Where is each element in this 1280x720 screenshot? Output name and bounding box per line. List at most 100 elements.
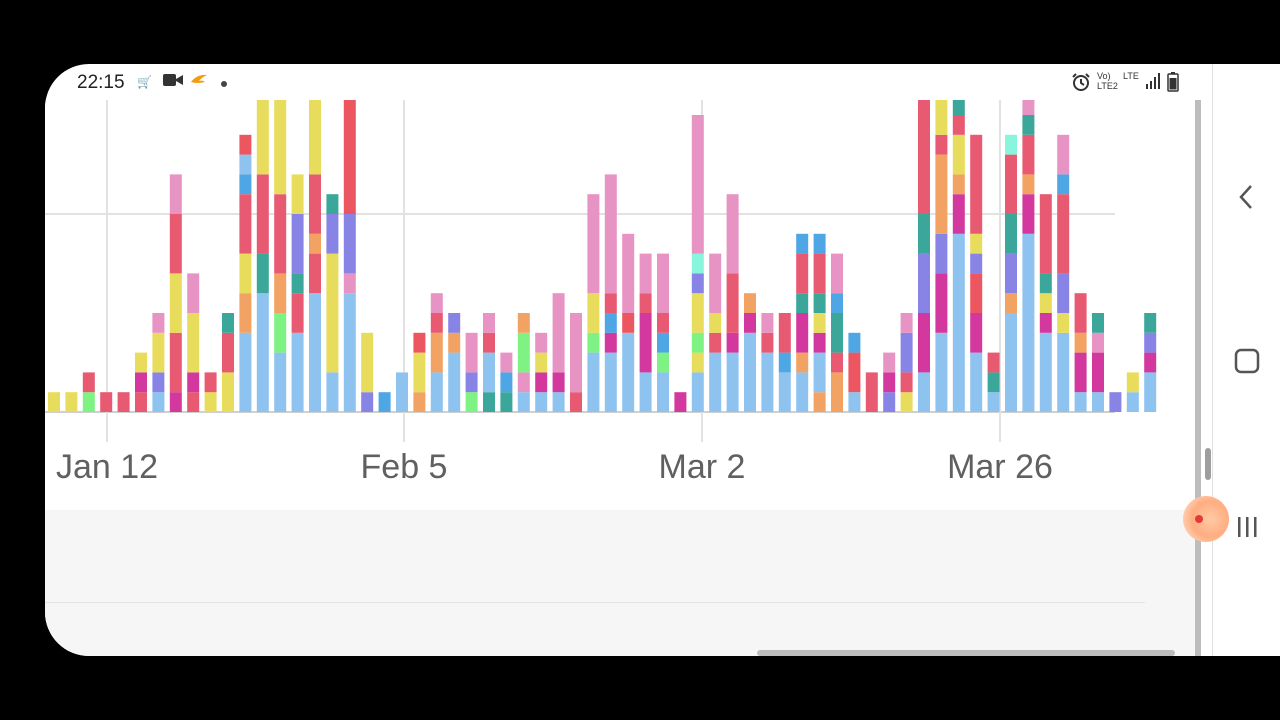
bar-segment — [1092, 352, 1104, 393]
bar-segment — [744, 332, 756, 412]
bar-segment — [361, 332, 374, 393]
bar-segment — [535, 352, 548, 373]
bar-segment — [1039, 194, 1052, 274]
bar-segment — [970, 352, 983, 412]
bar-segment — [778, 372, 791, 412]
bar-35 — [657, 253, 669, 412]
bar-segment — [117, 392, 130, 412]
bar-segment — [987, 352, 1000, 373]
bar-segment — [691, 115, 704, 254]
bar-segment — [448, 332, 461, 353]
bar-segment — [413, 392, 426, 412]
bar-segment — [970, 233, 983, 254]
home-button[interactable] — [1213, 348, 1280, 379]
bar-segment — [169, 273, 182, 333]
bar-52 — [952, 100, 965, 412]
bar-segment — [204, 372, 217, 393]
recents-button[interactable] — [1213, 514, 1280, 545]
bar-segment — [796, 233, 809, 254]
notification-dot-icon — [220, 74, 228, 94]
bar-segment — [604, 332, 617, 353]
bar-segment — [1005, 313, 1017, 412]
bar-segment — [1057, 194, 1070, 274]
bar-36 — [674, 392, 687, 412]
bar-segment — [918, 100, 930, 214]
bar-segment — [430, 332, 443, 373]
bar-segment — [274, 100, 287, 195]
bar-segment — [239, 332, 252, 412]
bar-segment — [1057, 174, 1070, 195]
bar-segment — [135, 352, 147, 373]
bar-44 — [813, 233, 826, 412]
bar-segment — [309, 233, 321, 254]
bar-segment — [570, 392, 582, 412]
bar-segment — [831, 253, 843, 294]
bar-segment — [1057, 313, 1070, 333]
bar-segment — [326, 214, 339, 254]
bar-segment — [239, 174, 252, 195]
bar-segment — [935, 134, 948, 155]
bar-segment — [639, 372, 652, 412]
bar-segment — [274, 352, 287, 412]
bar-29 — [552, 293, 565, 412]
bar-segment — [152, 392, 165, 412]
bar-segment — [239, 253, 252, 294]
bar-61 — [1109, 392, 1122, 412]
bar-19 — [378, 392, 391, 412]
bar-30 — [570, 313, 582, 412]
vertical-scroll-thumb[interactable] — [1205, 448, 1211, 480]
bar-segment — [448, 352, 461, 412]
bar-segment — [239, 134, 252, 155]
bar-segment — [152, 313, 165, 333]
bar-47 — [865, 372, 878, 412]
status-bar: 22:15 🛒 Vo) LTE2 LTE — [45, 64, 1215, 100]
bar-segment — [222, 372, 234, 412]
bar-segment — [796, 293, 809, 313]
bar-segment — [778, 352, 791, 373]
bar-segment — [1005, 253, 1017, 294]
bar-57 — [1039, 194, 1052, 412]
bar-segment — [883, 392, 896, 412]
vertical-scrollbar[interactable] — [1195, 100, 1201, 656]
record-dot-icon — [1195, 515, 1203, 523]
horizontal-scroll-thumb[interactable] — [757, 650, 1175, 656]
bar-segment — [1092, 313, 1104, 333]
bar-60 — [1092, 313, 1104, 412]
divider — [45, 602, 1145, 603]
bar-segment — [1057, 273, 1070, 313]
lte-icon: LTE — [1123, 71, 1139, 81]
bar-segment — [935, 154, 948, 234]
floating-recorder-bubble[interactable] — [1183, 496, 1229, 542]
bar-segment — [291, 273, 304, 294]
bar-53 — [970, 134, 983, 412]
bar-segment — [587, 352, 600, 412]
bar-segment — [500, 372, 513, 393]
bar-segment — [1074, 392, 1087, 412]
bar-segment — [1126, 392, 1139, 412]
bar-segment — [483, 313, 495, 333]
back-button[interactable] — [1213, 182, 1280, 217]
bar-segment — [918, 253, 930, 313]
bar-segment — [796, 372, 809, 412]
bar-segment — [865, 372, 878, 412]
bar-segment — [239, 154, 252, 175]
bar-segment — [517, 392, 530, 412]
bar-segment — [657, 253, 669, 313]
bar-segment — [726, 332, 739, 353]
bar-5 — [135, 352, 147, 412]
bar-segment — [326, 194, 339, 214]
bar-segment — [552, 392, 565, 412]
bar-segment — [430, 313, 443, 333]
bar-segment — [169, 392, 182, 412]
bar-segment — [952, 115, 965, 135]
bar-segment — [1074, 332, 1087, 353]
bar-segment — [587, 293, 600, 333]
bar-segment — [239, 194, 252, 254]
bar-segment — [657, 332, 669, 353]
bar-segment — [169, 174, 182, 214]
bar-34 — [639, 253, 652, 412]
chart-x-axis: Jan 12 Feb 5 Mar 2 Mar 26 — [56, 448, 1053, 486]
bar-segment — [570, 313, 582, 393]
bar-segment — [82, 372, 95, 393]
bar-segment — [222, 332, 234, 373]
